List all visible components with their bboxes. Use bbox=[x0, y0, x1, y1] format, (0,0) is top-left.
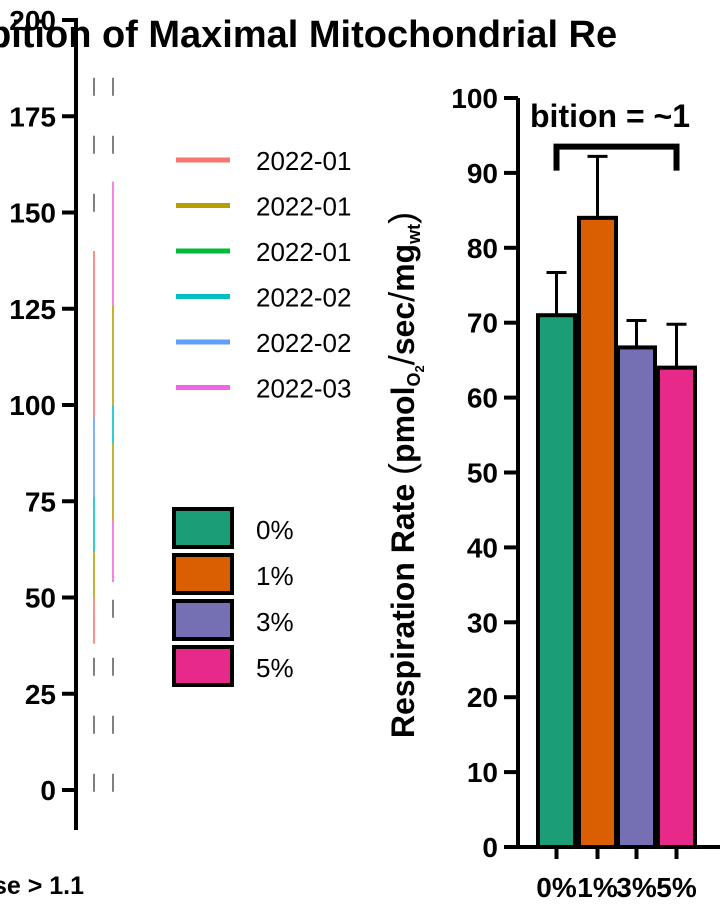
bar bbox=[616, 345, 657, 849]
y-label-unit-pre: pmol bbox=[385, 386, 421, 463]
legend-group-label: 5% bbox=[256, 653, 294, 683]
legend-group-swatch bbox=[172, 553, 234, 595]
y-label-main: Respiration Rate bbox=[385, 483, 421, 739]
legend-date-label: 2022-01 bbox=[256, 237, 351, 267]
right-x-tick-label: 1% bbox=[577, 872, 618, 903]
right-y-tick-label: 30 bbox=[467, 607, 498, 638]
left-y-tick-label: 25 bbox=[25, 679, 56, 710]
significance-annotation: bition = ~1 bbox=[530, 98, 691, 134]
legend-group-swatch bbox=[172, 645, 234, 687]
right-y-tick-label: 90 bbox=[467, 158, 498, 189]
right-y-tick-label: 100 bbox=[451, 83, 498, 114]
right-y-tick-label: 80 bbox=[467, 233, 498, 264]
right-y-tick-label: 20 bbox=[467, 682, 498, 713]
legend-group-swatch bbox=[172, 599, 234, 641]
legend-date-label: 2022-03 bbox=[256, 374, 351, 404]
legend-date-label: 2022-01 bbox=[256, 192, 351, 222]
chart-title: bition of Maximal Mitochondrial Re bbox=[0, 14, 618, 56]
legend-date-label: 2022-02 bbox=[256, 283, 351, 313]
right-y-tick-label: 10 bbox=[467, 757, 498, 788]
right-x-tick-label: 5% bbox=[656, 872, 697, 903]
right-x-tick-label: 3% bbox=[616, 872, 657, 903]
right-y-axis-label: Respiration Rate (pmolO2/sec/mgwt) bbox=[381, 211, 427, 739]
bar bbox=[577, 215, 618, 849]
significance-bracket bbox=[553, 143, 680, 171]
left-y-tick-label: 75 bbox=[25, 486, 56, 517]
left-x-axis-label: ise > 1.1 bbox=[0, 872, 84, 900]
right-y-tick-label: 50 bbox=[467, 458, 498, 489]
left-y-tick-label: 200 bbox=[9, 5, 56, 36]
left-y-tick-label: 0 bbox=[40, 775, 56, 806]
right-x-tick-label: 0% bbox=[536, 872, 577, 903]
left-y-tick-label: 50 bbox=[25, 583, 56, 614]
right-y-tick-label: 70 bbox=[467, 308, 498, 339]
left-y-tick-label: 125 bbox=[9, 294, 56, 325]
bar bbox=[656, 365, 697, 849]
right-y-tick-label: 0 bbox=[482, 832, 498, 863]
right-y-tick-label: 60 bbox=[467, 383, 498, 414]
legend-group-swatch bbox=[172, 507, 234, 549]
legend-group-label: 0% bbox=[256, 515, 294, 545]
left-y-tick-label: 100 bbox=[9, 390, 56, 421]
right-y-tick-label: 40 bbox=[467, 532, 498, 563]
legend-date-label: 2022-01 bbox=[256, 146, 351, 176]
legend-date-label: 2022-02 bbox=[256, 328, 351, 358]
left-y-tick-label: 175 bbox=[9, 101, 56, 132]
bar bbox=[536, 313, 577, 849]
legend-group-label: 1% bbox=[256, 561, 294, 591]
legend-group-label: 3% bbox=[256, 607, 294, 637]
left-y-tick-label: 150 bbox=[9, 198, 56, 229]
